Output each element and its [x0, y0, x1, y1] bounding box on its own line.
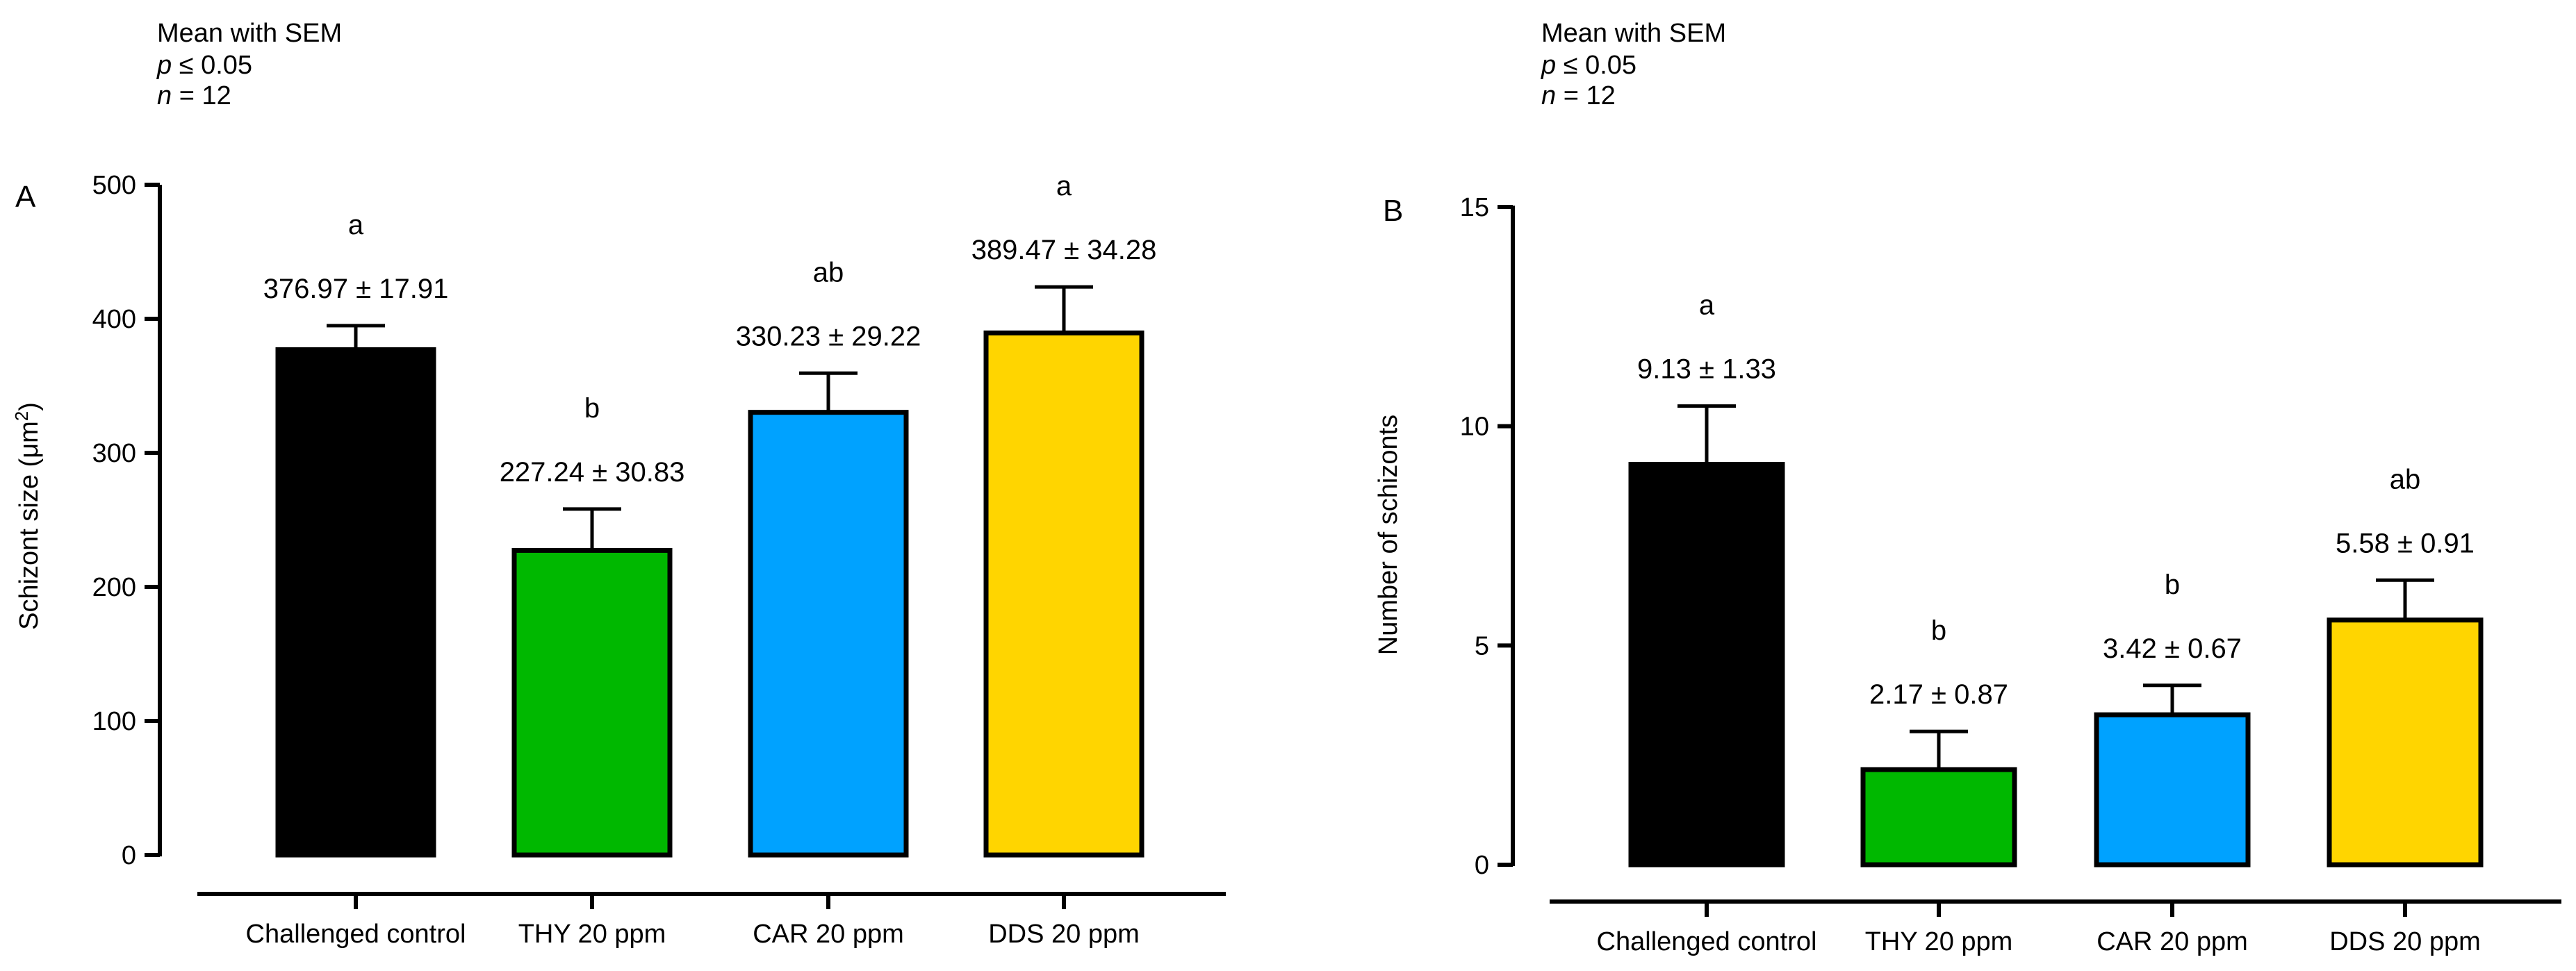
value-label: 3.42 ± 0.67 — [2103, 633, 2242, 664]
bar — [511, 547, 673, 858]
panel-letter: B — [1383, 194, 1403, 228]
panel-b: Mean with SEM p ≤ 0.05 n = 12 B Number o… — [1374, 19, 2561, 956]
category-label: Challenged control — [1597, 927, 1817, 956]
y-tick-label: 0 — [122, 841, 136, 870]
bars: 376.97 ± 17.91 a Challenged control 227.24 … — [246, 171, 1157, 949]
category-label: CAR 20 ppm — [2097, 927, 2248, 956]
significance-letter: ab — [2390, 464, 2421, 495]
stats-note-mean: Mean with SEM — [157, 19, 342, 48]
bar — [983, 330, 1145, 858]
bar — [2327, 617, 2484, 868]
bar — [1628, 462, 1785, 868]
y-ticks: 0 100 200 300 400 500 — [92, 171, 160, 870]
category-label: THY 20 ppm — [1865, 927, 2013, 956]
y-tick-label: 500 — [92, 171, 136, 200]
y-ticks: 0 5 10 15 — [1460, 193, 1513, 880]
significance-letter: b — [1931, 615, 1946, 646]
value-label: 5.58 ± 0.91 — [2336, 528, 2475, 558]
y-tick-label: 300 — [92, 439, 136, 468]
y-tick-label: 100 — [92, 707, 136, 736]
bar — [748, 410, 909, 858]
category-label: THY 20 ppm — [518, 920, 666, 949]
stats-note-p: p ≤ 0.05 — [1541, 51, 1636, 80]
y-tick-label: 400 — [92, 305, 136, 334]
value-label: 2.17 ± 0.87 — [1869, 679, 2008, 710]
significance-letter: a — [1699, 290, 1715, 321]
stats-note-n: n = 12 — [1541, 81, 1616, 110]
y-tick-label: 0 — [1475, 851, 1489, 880]
significance-letter: a — [348, 210, 364, 240]
value-label: 9.13 ± 1.33 — [1637, 354, 1776, 385]
significance-letter: b — [584, 393, 600, 424]
bar — [2094, 712, 2251, 868]
category-label: Challenged control — [246, 920, 466, 949]
y-tick-label: 5 — [1475, 631, 1489, 661]
significance-letter: a — [1056, 171, 1072, 201]
category-label: CAR 20 ppm — [753, 920, 904, 949]
y-tick-label: 15 — [1460, 193, 1489, 222]
bars: 9.13 ± 1.33 a Challenged control 2.17 ± 0.8… — [1597, 290, 2484, 956]
y-axis-title: Schizont size (μm2) — [11, 402, 44, 630]
stats-note-p: p ≤ 0.05 — [156, 51, 252, 80]
panel-a: Mean with SEM p ≤ 0.05 n = 12 A Schizont… — [11, 19, 1226, 949]
stats-note-n: n = 12 — [157, 81, 231, 110]
panel-letter: A — [15, 180, 36, 214]
bar — [275, 347, 436, 858]
significance-letter: b — [2165, 570, 2180, 600]
stats-note-mean: Mean with SEM — [1541, 19, 1726, 48]
category-label: DDS 20 ppm — [988, 920, 1140, 949]
significance-letter: ab — [813, 257, 844, 288]
value-label: 227.24 ± 30.83 — [500, 457, 685, 488]
value-label: 389.47 ± 34.28 — [971, 235, 1157, 265]
y-tick-label: 10 — [1460, 413, 1489, 442]
y-tick-label: 200 — [92, 573, 136, 602]
value-label: 330.23 ± 29.22 — [736, 321, 921, 351]
category-label: DDS 20 ppm — [2329, 927, 2481, 956]
bar — [1860, 767, 2017, 868]
y-axis-title: Number of schizonts — [1374, 415, 1403, 655]
value-label: 376.97 ± 17.91 — [263, 274, 449, 304]
